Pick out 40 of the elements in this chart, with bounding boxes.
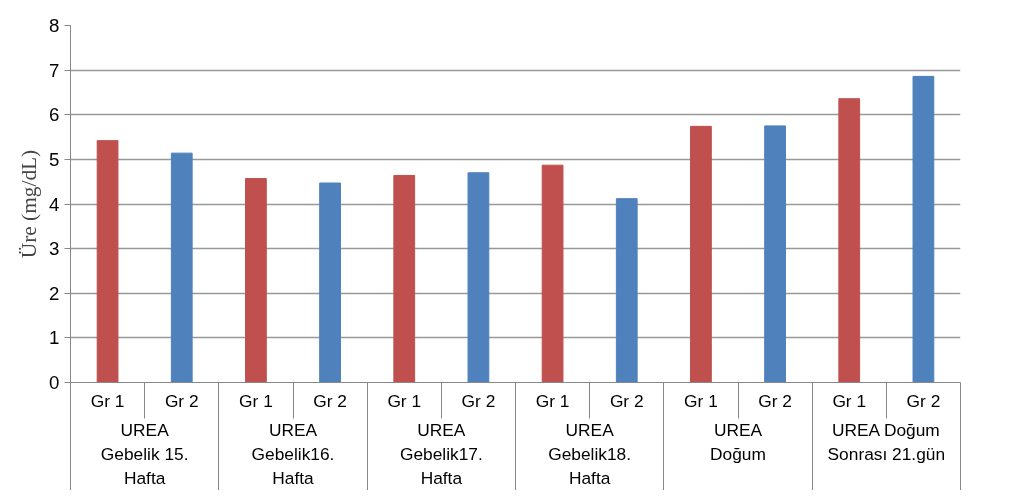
- bar: [838, 98, 861, 383]
- text: Gr 1: [239, 390, 273, 411]
- bar: [764, 125, 786, 383]
- x-tick-label: UREA Doğum Sonrası 21.gün: [827, 419, 946, 464]
- text: Gr 1: [387, 390, 422, 411]
- text: Gr 2: [758, 390, 792, 411]
- bar: [541, 164, 564, 383]
- y-tick-label: 0: [49, 372, 60, 393]
- bar: [912, 75, 935, 383]
- text: Gr 2: [609, 390, 644, 411]
- bar: [245, 178, 267, 383]
- text: Gr 1: [535, 390, 570, 411]
- y-tick-label: 2: [49, 282, 60, 304]
- x-tick-label: UREA Gebelik16. Hafta: [251, 419, 335, 488]
- y-tick-label: 3: [49, 238, 60, 260]
- text: Gr 2: [461, 390, 496, 411]
- series-label: Gr 2: [906, 390, 941, 411]
- bar: [690, 125, 712, 383]
- y-tick-label: 6: [49, 104, 60, 126]
- bar: [615, 198, 638, 383]
- y-axis-title: Üre (mg/dL): [17, 149, 42, 259]
- y-tick-label: 7: [49, 59, 60, 81]
- x-tick-label: UREA Gebelik18. Hafta: [548, 419, 632, 488]
- bar: [96, 140, 119, 383]
- y-tick-label: 5: [49, 148, 60, 170]
- text: Gr 1: [90, 390, 125, 411]
- text: Gr 1: [832, 390, 867, 411]
- text: Gr 2: [313, 390, 347, 411]
- bar: [467, 172, 490, 383]
- y-tick-label: 8: [49, 15, 60, 36]
- text: Gr 2: [164, 390, 199, 411]
- series-label: Gr 1: [684, 390, 718, 411]
- bar: [393, 174, 416, 383]
- x-tick-label: UREA Gebelik17. Hafta: [399, 419, 483, 488]
- x-tick-label: UREA Doğum: [710, 419, 766, 464]
- y-tick-label: 4: [49, 193, 60, 215]
- x-tick-label: UREA Gebelik 15. Hafta: [100, 419, 189, 488]
- y-tick-label: 1: [49, 327, 60, 349]
- bar: [319, 182, 341, 383]
- bar: [170, 152, 193, 383]
